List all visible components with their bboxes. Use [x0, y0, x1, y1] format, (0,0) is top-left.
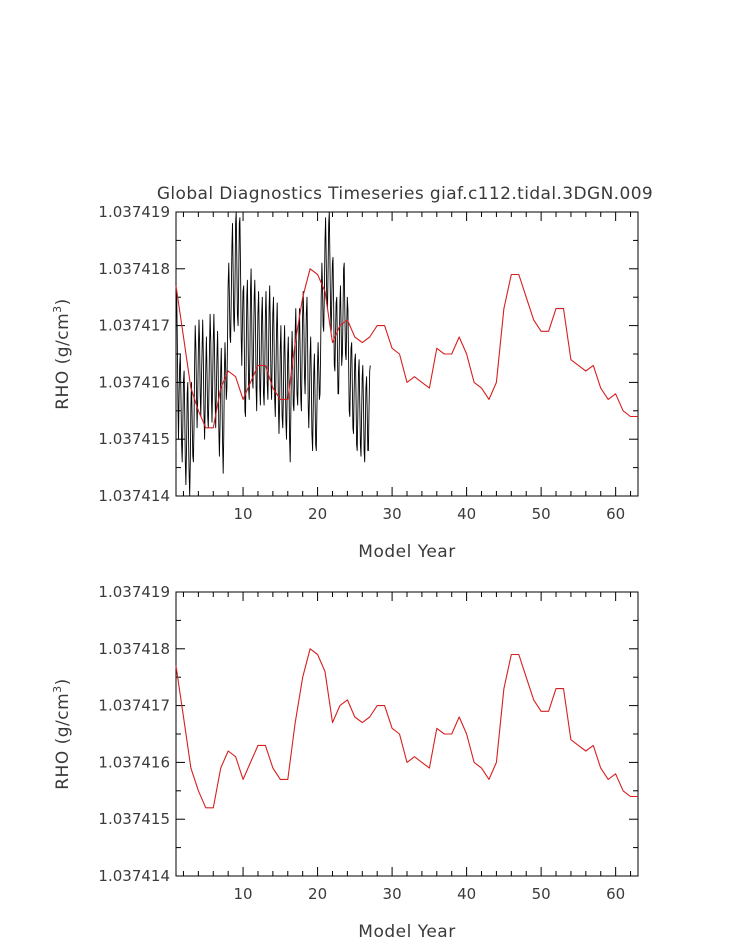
bottom-y-tick-label: 1.037416 [98, 753, 170, 771]
bottom-x-tick-label: 30 [383, 885, 402, 903]
bottom-x-tick-label: 10 [234, 885, 253, 903]
bottom-y-tick-label: 1.037414 [98, 867, 170, 885]
top-plot-series [175, 211, 638, 497]
top-x-tick-label: 10 [234, 505, 253, 523]
top-y-axis-title: RHO (g/cm3) [51, 298, 73, 410]
top-y-tick-label: 1.037419 [98, 203, 170, 221]
top-y-axis-title-end: ) [53, 298, 73, 305]
top-x-tick-label: 30 [383, 505, 402, 523]
bottom-y-axis-title-end: ) [53, 678, 73, 685]
top-y-tick-labels: 1.037414 1.037415 1.037416 1.037417 1.03… [98, 203, 170, 505]
top-x-tick-label: 40 [457, 505, 476, 523]
bottom-y-axis-title: RHO (g/cm3) [51, 678, 73, 790]
top-y-tick-label: 1.037418 [98, 260, 170, 278]
bottom-y-tick-labels: 1.037414 1.037415 1.037416 1.037417 1.03… [98, 583, 170, 885]
bottom-plot-ticks [176, 591, 638, 877]
top-y-tick-label: 1.037416 [98, 373, 170, 391]
bottom-y-tick-label: 1.037417 [98, 697, 170, 715]
bottom-y-axis-title-main: RHO (g/cm [53, 693, 73, 790]
top-x-tick-labels: 10 20 30 40 50 60 [234, 505, 626, 523]
bottom-y-tick-label: 1.037415 [98, 810, 170, 828]
bottom-x-tick-label: 20 [308, 885, 327, 903]
bottom-y-axis-title-sup: 3 [51, 685, 64, 693]
bottom-y-tick-label: 1.037418 [98, 640, 170, 658]
top-y-tick-label: 1.037415 [98, 430, 170, 448]
top-plot-ticks [176, 211, 638, 497]
top-plot-frame [175, 211, 639, 497]
bottom-y-tick-label: 1.037419 [98, 583, 170, 601]
top-x-tick-label: 20 [308, 505, 327, 523]
top-y-axis-title-main: RHO (g/cm [53, 313, 73, 410]
bottom-plot-frame [175, 591, 639, 877]
annual-mean-series-line [175, 648, 638, 809]
bottom-x-tick-label: 40 [457, 885, 476, 903]
top-plot: Global Diagnostics Timeseries giaf.c112.… [51, 184, 653, 562]
bottom-plot: 1.037414 1.037415 1.037416 1.037417 1.03… [51, 583, 639, 942]
top-x-tick-label: 60 [606, 505, 625, 523]
top-x-axis-title: Model Year [358, 542, 455, 562]
top-y-tick-label: 1.037414 [98, 487, 170, 505]
bottom-x-tick-label: 50 [532, 885, 551, 903]
bottom-plot-series [175, 648, 638, 809]
top-y-tick-label: 1.037417 [98, 317, 170, 335]
bottom-x-tick-labels: 10 20 30 40 50 60 [234, 885, 626, 903]
bottom-x-axis-title: Model Year [358, 922, 455, 942]
monthly-series-line [175, 211, 371, 497]
plot-title: Global Diagnostics Timeseries giaf.c112.… [157, 184, 653, 204]
bottom-x-tick-label: 60 [606, 885, 625, 903]
top-x-tick-label: 50 [532, 505, 551, 523]
annual-mean-series-line [175, 268, 638, 429]
top-y-axis-title-sup: 3 [51, 305, 64, 313]
